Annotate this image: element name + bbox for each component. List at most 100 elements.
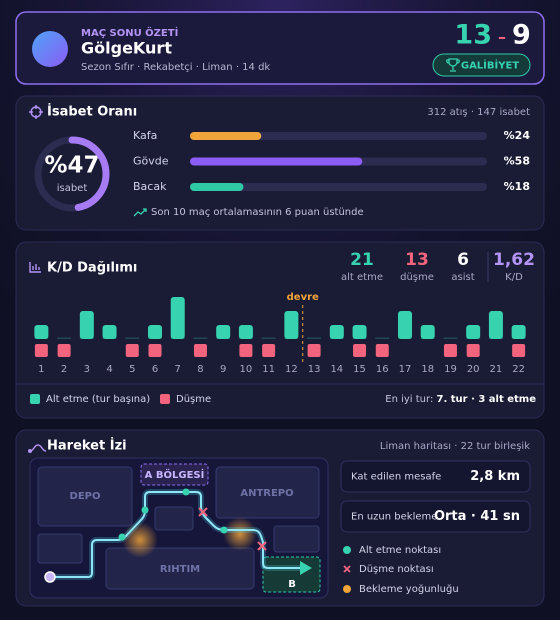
part-name: Kafa — [133, 129, 157, 142]
death-mark — [512, 344, 526, 357]
kd-card — [15, 241, 545, 419]
zone — [215, 466, 320, 519]
round-label: 2 — [61, 364, 67, 375]
stat-value: 1,62 — [493, 250, 535, 270]
round-label: 1 — [38, 364, 44, 375]
stat-box — [340, 500, 531, 533]
score-team: 13 — [454, 20, 492, 51]
kill-bar — [420, 325, 435, 339]
part-name: Bacak — [133, 180, 167, 193]
accuracy-caption: isabet — [57, 183, 88, 194]
death-mark — [239, 344, 253, 357]
round-label: 14 — [330, 364, 343, 375]
accuracy-summary: 312 atış · 147 isabet — [427, 107, 530, 118]
death-mark — [375, 344, 389, 357]
round-label: 21 — [490, 364, 503, 375]
kill-stub — [443, 337, 458, 339]
accuracy-value: %47 — [44, 153, 99, 179]
stat-value: 2,8 km — [470, 469, 520, 484]
kill-bar — [170, 297, 185, 339]
round-label: 12 — [285, 364, 298, 375]
player-name: GölgeKurt — [81, 39, 172, 58]
movement-summary: Liman haritası · 22 tur birleşik — [380, 441, 530, 452]
match-meta: Sezon Sıfır · Rekabetçi · Liman · 14 dk — [81, 62, 270, 73]
round-label: 19 — [444, 364, 457, 375]
target-icon-cross — [29, 105, 43, 119]
trend-icon — [133, 208, 147, 217]
kill-bar — [238, 325, 253, 339]
kill-bar — [466, 325, 481, 339]
death-mark — [443, 344, 457, 357]
legend-label: Alt etme noktası — [359, 545, 441, 556]
round-label: 17 — [399, 364, 412, 375]
zone — [37, 533, 83, 564]
kill-bar — [398, 311, 412, 339]
result: GALİBİYET — [461, 58, 519, 72]
kicker: MAÇ SONU ÖZETİ — [81, 25, 178, 39]
kill-bar — [148, 325, 162, 339]
death-mark — [148, 344, 162, 357]
legend-label: Düşme noktası — [359, 564, 434, 575]
kill-bar — [488, 311, 503, 339]
stat-value: 13 — [405, 250, 429, 270]
legend-swatch — [160, 394, 170, 404]
donut-arc — [34, 136, 110, 212]
movement-stats: Kat edilen mesafe 2,8 km En uzun beklemeOr… — [340, 460, 531, 533]
zone — [154, 506, 194, 531]
part-value: %18 — [504, 180, 530, 193]
kill-stub — [307, 337, 322, 339]
round-label: 10 — [240, 364, 253, 375]
kill-stub — [57, 337, 72, 339]
part-name: Gövde — [133, 155, 169, 168]
kill-bar — [352, 325, 367, 339]
round-label: 4 — [106, 364, 112, 375]
death-mark — [262, 344, 276, 357]
zone-label: DEPO — [70, 491, 101, 502]
stat-label: Kat edilen mesafe — [351, 472, 441, 483]
zone-label: B — [288, 579, 296, 590]
heat-spot — [223, 517, 257, 551]
kill-bar — [284, 311, 299, 339]
kill-point — [182, 488, 190, 496]
round-label: 20 — [467, 364, 480, 375]
zone — [273, 525, 320, 553]
section-title: Hareket İzi — [47, 438, 127, 454]
route-icon — [29, 444, 47, 452]
round-label: 6 — [152, 364, 158, 375]
legend-label: Düşme — [176, 394, 211, 405]
stat-value: Orta · 41 sn — [434, 509, 520, 524]
bar — [190, 183, 244, 191]
round-label: 11 — [262, 364, 275, 375]
round-label: 18 — [421, 364, 434, 375]
round-label: 16 — [376, 364, 389, 375]
round-label: 3 — [84, 364, 90, 375]
round-label: 7 — [175, 364, 181, 375]
legend-kill — [343, 546, 351, 554]
death-point — [198, 507, 267, 551]
stat-value: 6 — [457, 250, 469, 270]
kill-point — [141, 506, 149, 514]
kill-bar — [79, 311, 94, 339]
best-value: 7. tur · 3 alt etme — [437, 394, 537, 405]
zone — [37, 466, 133, 527]
section-title: İsabet Oranı — [47, 104, 137, 120]
kill-bar — [34, 325, 49, 339]
heat-spot — [122, 522, 158, 558]
route-end — [300, 561, 312, 575]
legend-heat — [343, 585, 351, 593]
bar-track — [190, 183, 487, 191]
kill-bar — [216, 325, 231, 339]
kill-stub — [125, 337, 140, 339]
legend-swatch — [30, 394, 40, 404]
stat-value: 21 — [350, 250, 374, 270]
round-label: 5 — [129, 364, 135, 375]
header-card — [15, 11, 545, 85]
zone-label: A BÖLGESİ — [145, 467, 205, 481]
stat-label: asist — [451, 272, 474, 283]
kill-stub — [375, 337, 390, 339]
kill-point — [118, 533, 126, 541]
part-value: %58 — [504, 155, 530, 168]
death-mark — [353, 344, 367, 357]
kill-stub — [193, 337, 208, 339]
